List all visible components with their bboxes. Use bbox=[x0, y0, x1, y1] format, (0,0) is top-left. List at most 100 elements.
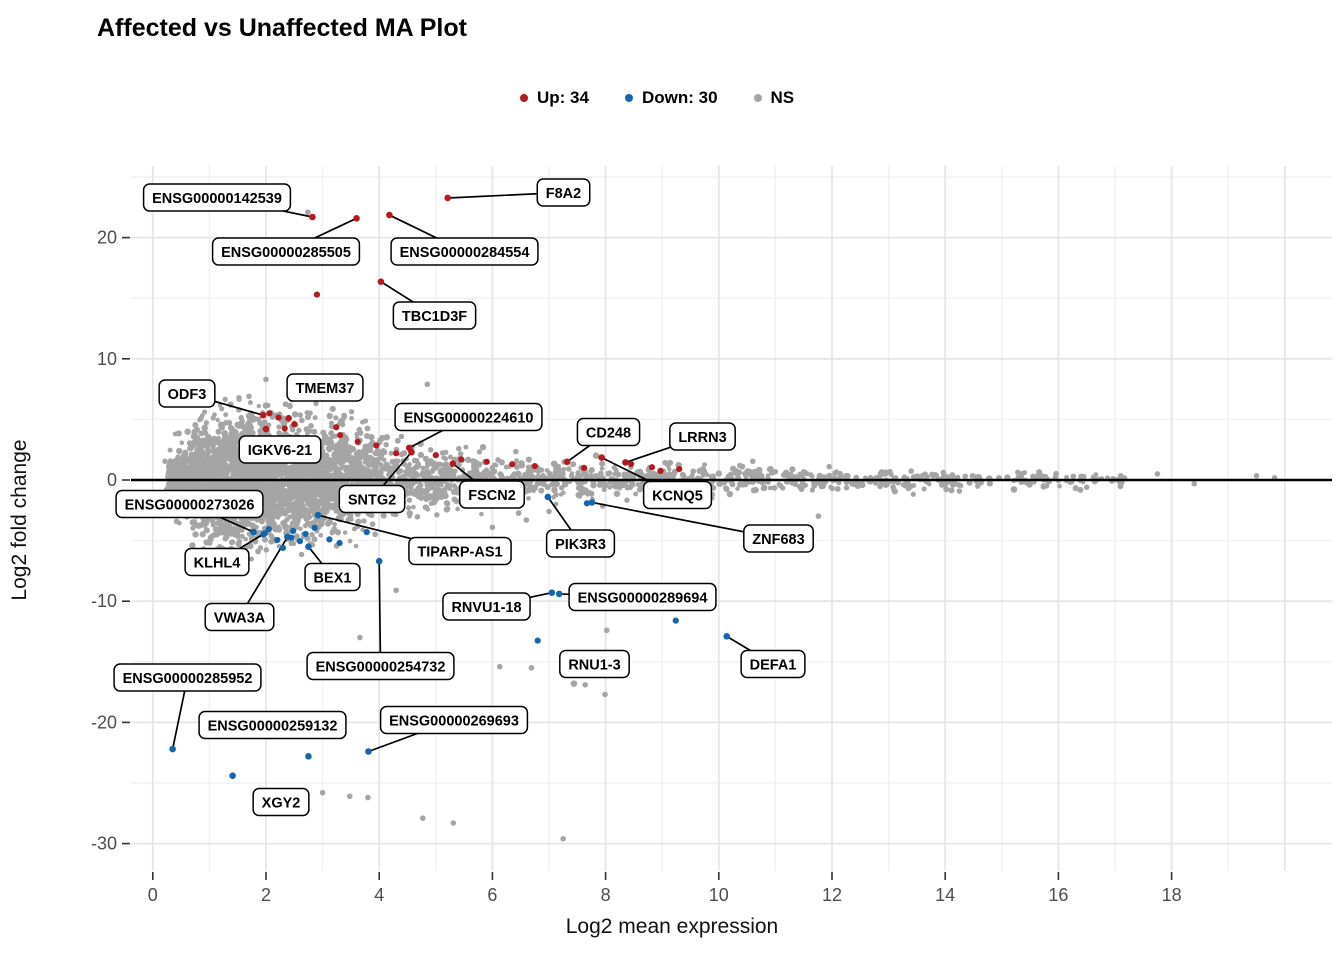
down-point bbox=[548, 589, 556, 597]
ns-point bbox=[202, 409, 208, 415]
ns-point bbox=[357, 430, 364, 437]
ns-point bbox=[900, 482, 906, 488]
gene-label: ENSG00000142539 bbox=[142, 183, 292, 212]
ns-point bbox=[525, 456, 532, 463]
ns-point bbox=[178, 470, 183, 476]
ns-point bbox=[479, 443, 487, 451]
ns-point bbox=[172, 457, 179, 465]
ns-point bbox=[354, 469, 361, 476]
ns-point bbox=[406, 497, 413, 503]
y-tick-label: -20 bbox=[91, 712, 117, 732]
up-point bbox=[386, 211, 393, 219]
ns-point bbox=[432, 486, 439, 493]
ns-point bbox=[336, 473, 341, 479]
ns-point bbox=[1090, 474, 1097, 481]
ns-point bbox=[256, 473, 262, 479]
ns-point bbox=[294, 465, 300, 471]
ns-point bbox=[346, 457, 353, 464]
ns-point bbox=[167, 458, 174, 464]
ns-point bbox=[287, 402, 293, 408]
ns-point bbox=[183, 473, 190, 480]
ns-point bbox=[276, 466, 281, 472]
ns-point bbox=[584, 473, 590, 478]
ns-point bbox=[298, 417, 305, 424]
gene-label: ENSG00000289694 bbox=[568, 582, 717, 612]
ns-point bbox=[383, 441, 389, 448]
svg-text:IGKV6-21: IGKV6-21 bbox=[248, 443, 312, 459]
ns-point bbox=[332, 504, 339, 511]
ns-point bbox=[248, 556, 254, 562]
ns-point bbox=[633, 491, 639, 497]
ns-outlier-point bbox=[815, 513, 822, 519]
ns-point bbox=[411, 504, 416, 510]
ns-point bbox=[324, 506, 330, 512]
ns-point bbox=[443, 506, 450, 513]
svg-text:FSCN2: FSCN2 bbox=[468, 488, 516, 504]
ns-point bbox=[199, 531, 206, 538]
down-point bbox=[302, 530, 309, 538]
ns-point bbox=[285, 470, 292, 476]
ns-point bbox=[223, 412, 229, 418]
ns-outlier-point bbox=[393, 587, 399, 594]
ns-outlier-point bbox=[419, 815, 426, 821]
ns-point bbox=[398, 451, 405, 458]
ns-point bbox=[293, 472, 299, 479]
ns-point bbox=[249, 429, 256, 437]
ns-point bbox=[260, 467, 268, 474]
down-point bbox=[284, 533, 291, 541]
ns-outlier-point bbox=[1117, 472, 1124, 479]
ns-point bbox=[588, 490, 595, 497]
ns-point bbox=[566, 466, 572, 472]
ns-point bbox=[334, 448, 341, 455]
ns-point bbox=[200, 451, 205, 457]
ns-point bbox=[955, 474, 961, 480]
svg-text:F8A2: F8A2 bbox=[546, 186, 581, 202]
ns-point bbox=[196, 473, 202, 479]
ns-point bbox=[432, 491, 439, 498]
ns-point bbox=[522, 471, 528, 478]
ns-point bbox=[447, 454, 454, 460]
y-tick-label: 10 bbox=[97, 349, 117, 369]
ns-point bbox=[218, 523, 225, 530]
ns-point bbox=[310, 468, 316, 474]
up-point bbox=[483, 458, 490, 465]
ns-point bbox=[624, 497, 630, 503]
sig-points bbox=[169, 194, 731, 780]
ns-point bbox=[232, 528, 238, 534]
down-point bbox=[544, 493, 552, 501]
ns-point bbox=[282, 508, 289, 514]
ns-outlier-point bbox=[263, 376, 269, 383]
ns-point bbox=[511, 471, 518, 478]
ns-point bbox=[303, 463, 308, 468]
ns-point bbox=[200, 473, 206, 479]
gene-label: RNVU1-18 bbox=[442, 592, 531, 621]
ns-point bbox=[200, 457, 207, 463]
ns-point bbox=[380, 448, 386, 454]
down-point bbox=[229, 772, 236, 780]
ns-point bbox=[304, 535, 311, 542]
ns-point bbox=[1010, 486, 1018, 493]
ns-point bbox=[345, 516, 351, 523]
x-tick-label: 14 bbox=[935, 885, 955, 905]
ns-point bbox=[613, 490, 621, 498]
ns-point bbox=[227, 424, 235, 432]
gene-label: ENSG00000224610 bbox=[394, 402, 543, 432]
ns-point bbox=[513, 448, 519, 455]
ns-point bbox=[614, 481, 621, 489]
ns-point bbox=[319, 481, 327, 488]
up-point bbox=[449, 460, 457, 467]
ns-point bbox=[199, 447, 205, 453]
ns-point bbox=[296, 487, 303, 494]
ns-point bbox=[621, 472, 628, 479]
ns-point bbox=[546, 470, 553, 477]
ns-point bbox=[423, 495, 430, 502]
svg-text:DEFA1: DEFA1 bbox=[750, 658, 797, 674]
ns-outlier-point bbox=[1253, 472, 1260, 479]
ns-point bbox=[1036, 474, 1042, 481]
ns-point bbox=[406, 510, 414, 517]
legend-item-up: Up: 34 bbox=[520, 88, 589, 108]
ns-point bbox=[329, 528, 336, 535]
ns-point bbox=[355, 449, 363, 456]
ns-point bbox=[334, 529, 342, 536]
ns-point bbox=[877, 470, 884, 477]
